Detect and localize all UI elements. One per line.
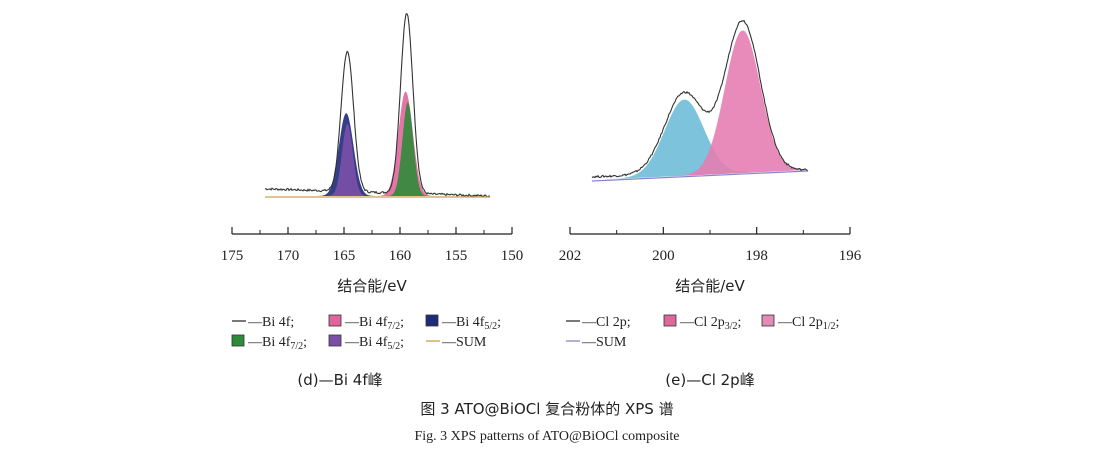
figure-caption-cn: 图 3 ATO@BiOCl 复合粉体的 XPS 谱 [420,400,673,418]
panel-d-tick-label-4: 160 [389,248,412,264]
panel-e-legend: —Cl 2p; —Cl 2p3/2; —Cl 2p1/2; —SUM [566,314,839,350]
panel-d-legend-swatch-3 [425,314,439,327]
panel-e-legend-item-1: —Cl 2p; [566,315,631,330]
panel-e-tick-label-1: 202 [559,248,582,264]
panel-d-peak-fill-3 [386,102,430,196]
panel-d-legend-label-2: —Bi 4f7/2; [344,315,404,332]
panel-d-legend-item-3: —Bi 4f5/2; [425,314,501,332]
panel-d-raw-curve [264,13,491,198]
panel-e-peak-fill-2 [671,30,808,177]
panel-e-legend-label-2: —Cl 2p3/2; [679,315,741,332]
panel-e-legend-swatch-2 [663,314,677,327]
panel-e-legend-item-4: —SUM [566,335,627,350]
panel-d-subcaption: (d)—Bi 4f峰 [297,371,382,389]
panel-d-legend-label-6: —SUM [441,335,487,350]
panel-d-x-axis: 175 170 165 160 155 150 [221,227,524,264]
panel-e-raw-curve [591,19,809,179]
panel-d-legend-label-1: —Bi 4f; [247,315,294,330]
panel-d-legend-swatch-5 [328,334,342,347]
panel-d-legend-swatch-4 [231,334,245,347]
panel-e-peak-fill-1 [605,99,763,180]
panel-e-legend-item-3: —Cl 2p1/2; [761,314,839,332]
panel-e-x-axis-title: 结合能/eV [675,277,745,295]
panel-e-x-axis: 202 200 198 196 [559,227,862,264]
panel-e-legend-item-2: —Cl 2p3/2; [663,314,741,332]
panel-d-tick-label-3: 165 [333,248,356,264]
panel-e-legend-label-3: —Cl 2p1/2; [777,315,839,332]
panel-d-legend-label-5: —Bi 4f5/2; [344,335,404,352]
panel-d-legend-item-4: —Bi 4f7/2; [231,334,307,352]
panel-e-tick-label-4: 196 [839,248,862,264]
panel-d-legend-label-3: —Bi 4f5/2; [441,315,501,332]
panel-d-legend: —Bi 4f; —Bi 4f7/2; —Bi 4f5/2; —Bi 4f7/2; —Bi… [231,314,501,352]
panel-d-legend-item-6: —SUM [426,335,487,350]
figure-caption-en: Fig. 3 XPS patterns of ATO@BiOCl composi… [414,429,679,444]
panel-d-legend-item-2: —Bi 4f7/2; [328,314,404,332]
panel-d-tick-label-5: 155 [445,248,468,264]
panel-d-plot-area [264,13,491,198]
panel-d-x-axis-title: 结合能/eV [337,277,407,295]
panel-e-cl-2p: 202 200 198 196 结合能/eV —Cl 2p; —Cl 2p3/2; —Cl… [559,19,862,389]
panel-d-bi-4f: 175 170 165 160 155 150 结合能/eV —Bi 4f; —Bi 4f7… [221,13,524,389]
panel-d-legend-swatch-2 [328,314,342,327]
panel-e-tick-label-3: 198 [745,248,768,264]
panel-d-peak-fill-4 [325,124,369,196]
panel-e-baseline [591,170,809,182]
panel-d-legend-label-4: —Bi 4f7/2; [247,335,307,352]
panel-d-tick-label-1: 175 [221,248,244,264]
panel-d-legend-item-1: —Bi 4f; [232,315,294,330]
panel-e-legend-label-4: —SUM [581,335,627,350]
panel-e-subcaption: (e)—Cl 2p峰 [665,371,754,389]
panel-d-tick-label-2: 170 [277,248,300,264]
panel-e-legend-swatch-3 [761,314,775,327]
panel-e-plot-area [591,19,809,182]
panel-e-tick-label-2: 200 [652,248,675,264]
panel-e-legend-label-1: —Cl 2p; [581,315,631,330]
panel-d-tick-label-6: 150 [501,248,524,264]
panel-d-legend-item-5: —Bi 4f5/2; [328,334,404,352]
